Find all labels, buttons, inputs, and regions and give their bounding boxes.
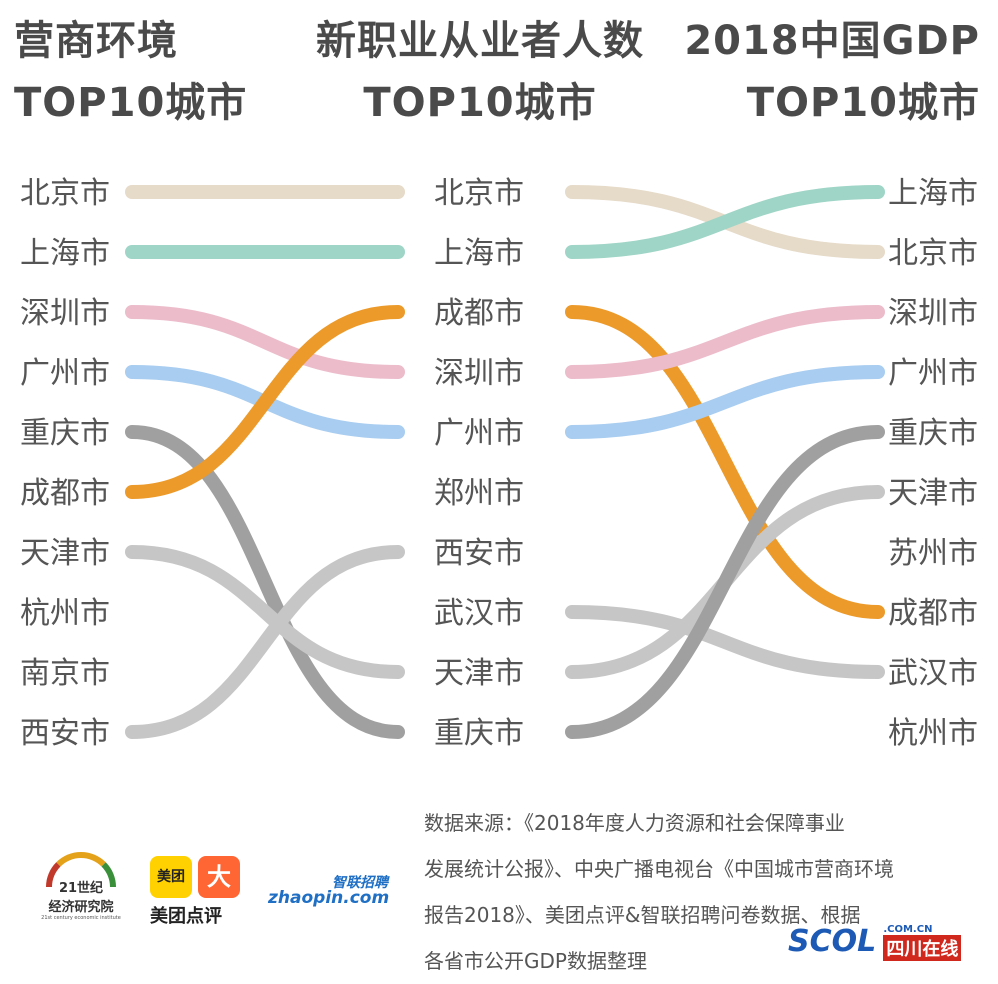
link-深圳市-col1 [565,305,885,379]
link-广州市-col1 [565,365,885,439]
column-title-line2: TOP10城市 [363,80,597,126]
link-成都市-col1 [565,305,885,619]
source-line: 发展统计公报》、中央广播电视台《中国城市营商环境 [424,857,894,881]
city-label-col1-rank4: 深圳市 [434,356,524,391]
logo-21st-century-economic-institute: 21世纪 经济研究院 21st century economic institu… [36,852,126,921]
city-label-col2-rank3: 深圳市 [888,296,978,331]
column-title-gdp: 2018中国GDP TOP10城市 [684,10,980,134]
city-label-col0-rank8: 杭州市 [20,596,110,631]
city-label-col1-rank2: 上海市 [434,236,524,271]
meituan-icon: 美团 [150,856,192,898]
city-label-col2-rank4: 广州市 [888,356,978,391]
city-label-col1-rank3: 成都市 [434,296,524,331]
city-label-col2-rank1: 上海市 [888,176,978,211]
column-title-business-environment: 营商环境 TOP10城市 [14,10,247,134]
city-label-col2-rank6: 天津市 [888,476,978,511]
column-title-line2: TOP10城市 [14,80,248,126]
logo-text: zhaopin.com [268,888,390,908]
source-line: 报告2018》、美团点评&智联招聘问卷数据、根据 [424,903,861,927]
logo-text: 21世纪 [58,881,104,896]
city-label-col0-rank2: 上海市 [20,236,110,271]
city-label-col0-rank1: 北京市 [20,176,110,211]
source-line: 各省市公开GDP数据整理 [424,949,647,973]
logo-text: 智联招聘 [332,875,388,891]
logo-text: 21st century economic institute [41,915,121,921]
link-重庆市-col0 [125,425,405,739]
source-line: 数据来源：《2018年度人力资源和社会保障事业 [424,811,845,835]
column-title-line2: TOP10城市 [746,80,980,126]
logo-meituan-dianping: 美团大 美团点评 [150,856,250,928]
city-label-col1-rank1: 北京市 [434,176,524,211]
link-成都市-col0 [125,305,405,499]
link-重庆市-col1 [565,425,885,739]
city-label-col0-rank10: 西安市 [20,716,110,751]
city-label-col1-rank8: 武汉市 [434,596,524,631]
column-title-line1: 营商环境 [14,18,178,64]
logo-text: .COM.CN [883,924,933,935]
logo-zhaopin: 智联招聘 zhaopin.com [268,872,390,908]
city-label-col2-rank10: 杭州市 [888,716,978,751]
city-label-col2-rank9: 武汉市 [888,656,978,691]
city-label-col0-rank9: 南京市 [20,656,110,691]
column-title-new-occupation: 新职业从业者人数 TOP10城市 [300,10,660,134]
links-layer [125,184,885,739]
link-天津市-col0 [125,545,405,679]
labels-layer: 北京市上海市深圳市广州市重庆市成都市天津市杭州市南京市西安市北京市上海市成都市深… [20,176,978,751]
city-label-col0-rank4: 广州市 [20,356,110,391]
city-label-col2-rank8: 成都市 [888,596,978,631]
logo-text: SCOL [788,924,877,959]
logo-text: 美团点评 [150,906,222,927]
city-label-col2-rank5: 重庆市 [888,416,978,451]
city-label-col1-rank9: 天津市 [434,656,524,691]
city-label-col0-rank5: 重庆市 [20,416,110,451]
link-西安市-col0 [125,545,405,739]
column-title-line1: 2018中国GDP [684,18,980,64]
city-label-col1-rank6: 郑州市 [434,476,524,511]
logo-text: 四川在线 [883,935,962,961]
logo-scol: SCOL .COM.CN 四川在线 [788,924,988,964]
data-source-note: 数据来源：《2018年度人力资源和社会保障事业 发展统计公报》、中央广播电视台《… [424,800,984,984]
dianping-icon: 大 [198,856,240,898]
link-武汉市-col1 [565,605,885,679]
logo-text: 经济研究院 [48,900,114,915]
city-label-col0-rank6: 成都市 [20,476,110,511]
link-深圳市-col0 [125,305,405,379]
link-上海市-col1 [565,185,885,259]
city-label-col2-rank7: 苏州市 [888,536,978,571]
column-title-line1: 新职业从业者人数 [316,18,644,64]
city-label-col0-rank7: 天津市 [20,536,110,571]
city-label-col1-rank7: 西安市 [434,536,524,571]
bump-chart: 北京市上海市深圳市广州市重庆市成都市天津市杭州市南京市西安市北京市上海市成都市深… [20,176,978,751]
city-label-col0-rank3: 深圳市 [20,296,110,331]
city-label-col1-rank5: 广州市 [434,416,524,451]
city-label-col2-rank2: 北京市 [888,236,978,271]
city-label-col1-rank10: 重庆市 [434,716,524,751]
